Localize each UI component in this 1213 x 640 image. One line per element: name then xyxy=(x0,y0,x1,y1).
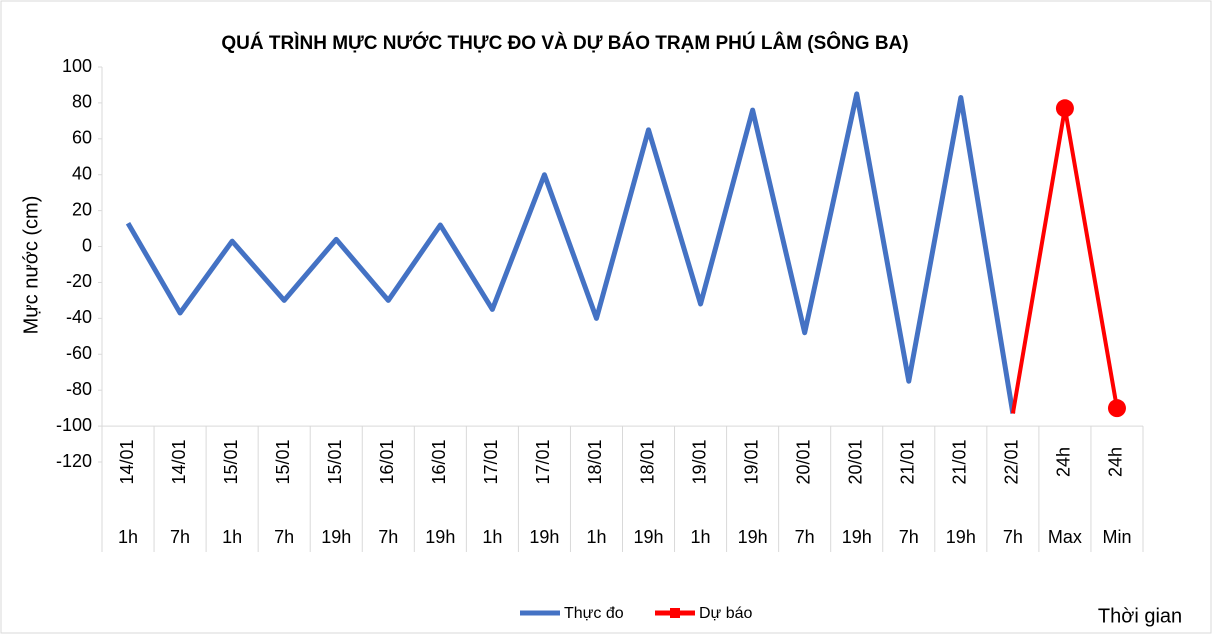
y-tick-label: 80 xyxy=(72,92,92,112)
x-tick-label: 19h xyxy=(946,527,976,547)
x-tick-label: 1h xyxy=(118,527,138,547)
y-tick-label: 40 xyxy=(72,163,92,183)
y-tick-label: -40 xyxy=(66,307,92,327)
y-tick-label: 20 xyxy=(72,199,92,219)
chart-title: QUÁ TRÌNH MỰC NƯỚC THỰC ĐO VÀ DỰ BÁO TRẠ… xyxy=(221,32,908,54)
x-axis-label: Thời gian xyxy=(1098,605,1182,627)
legend-label: Thực đo xyxy=(564,605,624,622)
y-tick-label: -60 xyxy=(66,343,92,363)
x-tick-label: 17/01 xyxy=(481,439,501,484)
x-tick-label: 19h xyxy=(738,527,768,547)
x-tick-label: 1h xyxy=(691,527,711,547)
x-tick-label: 19/01 xyxy=(689,439,709,484)
y-tick-label: 100 xyxy=(62,56,92,76)
x-tick-label: 16/01 xyxy=(429,439,449,484)
y-tick-label: -100 xyxy=(56,415,92,435)
x-tick-label: 1h xyxy=(222,527,242,547)
x-tick-label: 19h xyxy=(425,527,455,547)
x-tick-label: 16/01 xyxy=(377,439,397,484)
y-tick-label: -20 xyxy=(66,271,92,291)
x-tick-label: 14/01 xyxy=(169,439,189,484)
legend-label: Dự báo xyxy=(699,605,753,622)
x-tick-label: 20/01 xyxy=(845,439,865,484)
x-tick-label: 19h xyxy=(634,527,664,547)
x-tick-label: 15/01 xyxy=(273,439,293,484)
x-tick-label: 19h xyxy=(321,527,351,547)
series-line xyxy=(125,91,1016,414)
y-tick-label: -120 xyxy=(56,451,92,471)
x-tick-label: 7h xyxy=(274,527,294,547)
x-tick-label: 18/01 xyxy=(585,439,605,484)
x-tick-label: 19h xyxy=(842,527,872,547)
x-tick-label: 15/01 xyxy=(325,439,345,484)
point-marker xyxy=(1055,99,1074,118)
y-tick-label: -80 xyxy=(66,379,92,399)
x-tick-label: 7h xyxy=(170,527,190,547)
x-tick-label: 22/01 xyxy=(1002,439,1022,484)
x-tick-label: 1h xyxy=(586,527,606,547)
x-tick-label: 19/01 xyxy=(741,439,761,484)
x-tick-label: Max xyxy=(1048,527,1082,547)
x-tick-label: 24h xyxy=(1054,447,1074,477)
x-tick-label: 14/01 xyxy=(117,439,137,484)
y-tick-label: 0 xyxy=(82,235,92,255)
x-tick-label: 18/01 xyxy=(637,439,657,484)
x-tick-label: 21/01 xyxy=(898,439,918,484)
x-tick-label: 24h xyxy=(1106,447,1126,477)
y-tick-label: 60 xyxy=(72,128,92,148)
x-tick-label: 7h xyxy=(795,527,815,547)
y-axis-label: Mực nước (cm) xyxy=(20,196,42,335)
point-marker xyxy=(1107,399,1126,418)
x-tick-label: 15/01 xyxy=(221,439,241,484)
x-tick-label: 7h xyxy=(1003,527,1023,547)
x-tick-label: 17/01 xyxy=(533,439,553,484)
x-tick-label: 1h xyxy=(482,527,502,547)
x-tick-label: 21/01 xyxy=(950,439,970,484)
x-tick-label: 19h xyxy=(529,527,559,547)
legend-marker xyxy=(670,608,680,618)
x-tick-label: Min xyxy=(1102,527,1131,547)
x-tick-label: 7h xyxy=(899,527,919,547)
x-tick-label: 7h xyxy=(378,527,398,547)
x-tick-label: 20/01 xyxy=(793,439,813,484)
